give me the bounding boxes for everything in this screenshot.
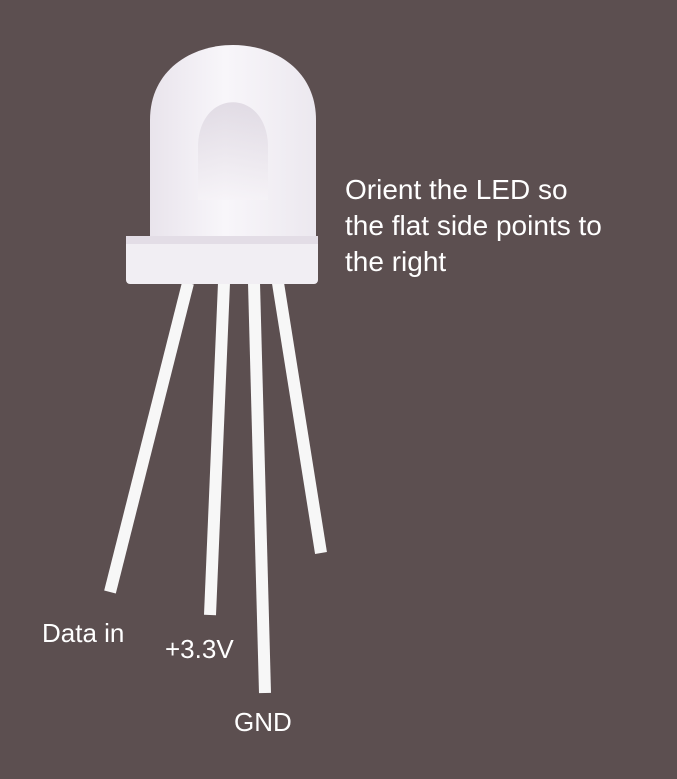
instruction-line-3: the right xyxy=(345,246,447,277)
lead-gnd xyxy=(248,282,271,694)
orientation-instruction: Orient the LED so the flat side points t… xyxy=(345,172,665,280)
lead-vcc xyxy=(204,282,230,616)
data-in-label: Data in xyxy=(42,618,125,648)
lead-data-in xyxy=(104,281,194,594)
instruction-line-1: Orient the LED so xyxy=(345,174,568,205)
led-dome-inner xyxy=(198,102,268,200)
led-lens xyxy=(126,45,318,284)
led-flange xyxy=(126,236,318,284)
vcc-label: +3.3V xyxy=(165,634,234,664)
instruction-line-2: the flat side points to xyxy=(345,210,602,241)
gnd-label: GND xyxy=(234,707,292,737)
lead-dout xyxy=(272,282,327,554)
led-leads xyxy=(104,281,327,694)
led-flange-shadow xyxy=(126,236,318,244)
